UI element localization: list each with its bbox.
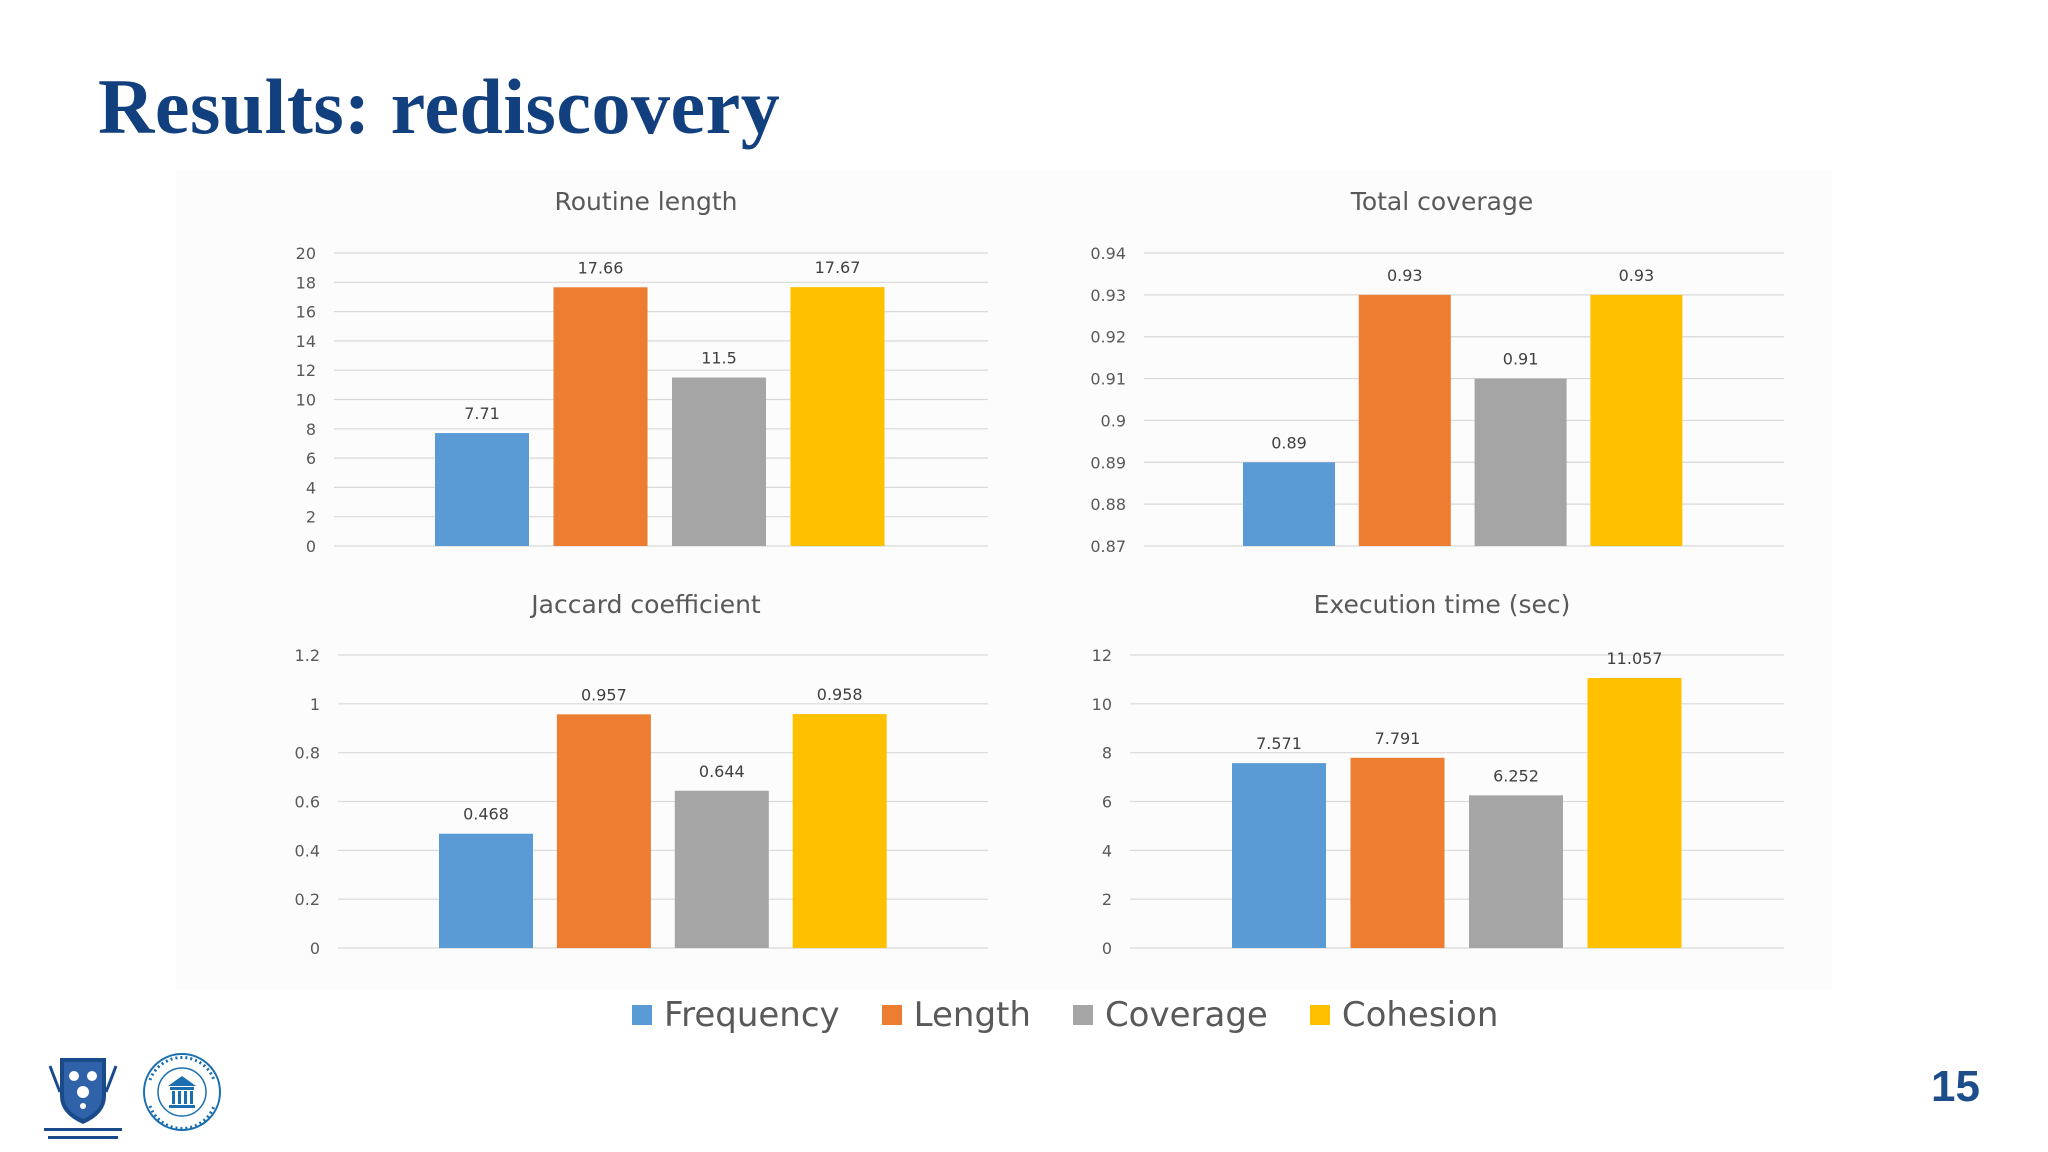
bar-coverage: [674, 790, 769, 948]
bar-frequency: [1232, 763, 1326, 948]
y-tick-label: 0.89: [1090, 453, 1126, 472]
chart-title: Jaccard coefficient: [529, 590, 761, 619]
data-label: 7.791: [1375, 729, 1421, 748]
bar-length: [1358, 294, 1451, 546]
chart-routine-length: Routine length 0 2 4 6 8 10 12 14 16 18 20 7.71 17.66…: [296, 187, 988, 556]
legend-swatch-cohesion: [1309, 1005, 1330, 1025]
data-label: 0.957: [581, 685, 627, 704]
data-label: 11.5: [701, 349, 737, 368]
y-tick-label: 12: [296, 361, 316, 380]
y-tick-label: 0.87: [1090, 537, 1126, 556]
bar-frequency: [435, 433, 529, 546]
y-tick-label: 0: [310, 939, 320, 958]
bar-frequency: [1243, 462, 1335, 546]
y-tick-label: 10: [296, 391, 316, 410]
bar-cohesion: [1587, 678, 1682, 948]
legend-item-coverage: Coverage: [1072, 995, 1268, 1035]
y-tick-label: 4: [1102, 841, 1112, 860]
chart-execution-time: Execution time (sec) 0 2 4 6 8 10 12 7.571 7.791 6…: [1092, 590, 1784, 958]
y-tick-label: 12: [1092, 646, 1112, 665]
y-tick-label: 1: [310, 695, 320, 714]
data-label: 7.71: [464, 404, 500, 423]
bar-cohesion: [1590, 294, 1683, 546]
data-label: 11.057: [1607, 649, 1663, 668]
y-tick-label: 18: [296, 273, 316, 292]
chart-total-coverage: Total coverage 0.87 0.88 0.89 0.9 0.91 0.92 0.9…: [1090, 187, 1784, 556]
chart-legend: Frequency Length Coverage Cohesion: [632, 995, 1540, 1035]
y-tick-label: 0: [1102, 939, 1112, 958]
bar-coverage: [1474, 378, 1567, 546]
y-tick-label: 0.8: [295, 744, 320, 763]
y-tick-label: 14: [296, 332, 316, 351]
legend-swatch-frequency: [632, 1005, 652, 1025]
chart-title: Routine length: [555, 187, 738, 216]
bar-coverage: [1469, 795, 1563, 948]
y-tick-label: 16: [296, 303, 316, 322]
data-label: 17.67: [815, 258, 861, 277]
page-number: 15: [1931, 1062, 1980, 1111]
y-tick-label: 20: [296, 244, 316, 263]
bar-coverage: [672, 377, 766, 546]
chart-title: Total coverage: [1350, 187, 1533, 216]
data-label: 0.91: [1503, 350, 1539, 369]
y-tick-label: 0.94: [1090, 244, 1126, 263]
y-tick-label: 2: [1102, 890, 1112, 909]
y-tick-label: 0.6: [295, 793, 320, 812]
slide-title: Results: rediscovery: [98, 63, 781, 150]
legend-swatch-length: [881, 1005, 902, 1025]
bar-length: [556, 714, 651, 948]
data-label: 0.89: [1271, 433, 1307, 452]
data-label: 0.93: [1387, 266, 1423, 285]
y-tick-label: 10: [1092, 695, 1112, 714]
bar-cohesion: [792, 714, 887, 948]
y-tick-label: 0.93: [1090, 286, 1126, 305]
legend-item-cohesion: Cohesion: [1309, 995, 1499, 1035]
data-label: 6.252: [1493, 766, 1539, 785]
data-label: 17.66: [578, 258, 624, 277]
y-tick-label: 0.92: [1090, 328, 1126, 347]
chart-title: Execution time (sec): [1314, 590, 1571, 619]
data-label: 0.93: [1619, 266, 1655, 285]
bar-frequency: [439, 833, 533, 948]
y-tick-label: 8: [1102, 744, 1112, 763]
y-tick-label: 0: [306, 537, 316, 556]
bar-cohesion: [790, 287, 885, 546]
y-tick-label: 4: [306, 478, 316, 497]
y-tick-label: 0.9: [1101, 411, 1126, 430]
legend-label-cohesion: Cohesion: [1341, 995, 1499, 1035]
chart-jaccard-coefficient: Jaccard coefficient 0 0.2 0.4 0.6 0.8 1 1.2 0.46…: [295, 590, 988, 958]
university-of-tartu-logo: [143, 1053, 221, 1131]
legend-label-frequency: Frequency: [664, 995, 840, 1035]
y-tick-label: 0.88: [1090, 495, 1126, 514]
legend-item-length: Length: [881, 995, 1031, 1035]
legend-label-length: Length: [913, 995, 1031, 1035]
data-label: 7.571: [1256, 734, 1302, 753]
data-label: 0.958: [817, 685, 863, 704]
y-tick-label: 6: [306, 449, 316, 468]
bar-length: [1350, 757, 1445, 948]
data-label: 0.644: [699, 762, 745, 781]
y-tick-label: 8: [306, 420, 316, 439]
bar-length: [553, 287, 648, 546]
data-label: 0.468: [463, 805, 509, 824]
y-tick-label: 6: [1102, 793, 1112, 812]
legend-item-frequency: Frequency: [632, 995, 840, 1035]
y-tick-label: 1.2: [295, 646, 320, 665]
y-tick-label: 0.4: [295, 841, 320, 860]
y-tick-label: 0.91: [1090, 370, 1126, 389]
y-tick-label: 2: [306, 508, 316, 527]
y-tick-label: 0.2: [295, 890, 320, 909]
legend-label-coverage: Coverage: [1104, 995, 1268, 1035]
legend-swatch-coverage: [1072, 1005, 1093, 1025]
university-of-melbourne-logo: [44, 1058, 122, 1139]
